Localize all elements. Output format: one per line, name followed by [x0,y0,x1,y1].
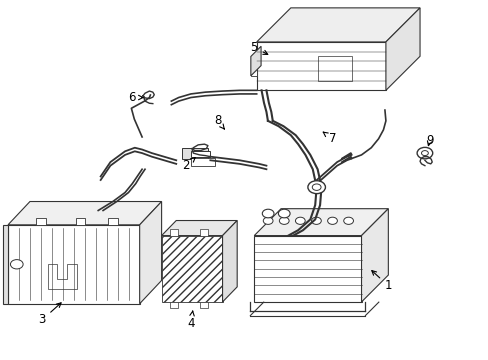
Polygon shape [47,264,77,289]
Circle shape [263,217,272,224]
Text: 6: 6 [128,91,142,104]
Circle shape [312,184,321,190]
Circle shape [416,147,432,159]
Polygon shape [75,218,85,225]
Polygon shape [190,151,210,157]
Text: 3: 3 [39,303,61,327]
Polygon shape [254,209,387,235]
Polygon shape [250,57,256,76]
Circle shape [10,260,23,269]
Polygon shape [169,302,177,309]
Circle shape [262,209,273,218]
Text: 8: 8 [214,114,224,129]
Circle shape [311,217,321,224]
Text: 4: 4 [187,311,194,330]
Polygon shape [254,235,361,302]
Text: 2: 2 [182,158,195,172]
Text: 7: 7 [323,132,335,145]
Polygon shape [200,229,208,235]
Circle shape [295,217,305,224]
Polygon shape [256,8,419,42]
Polygon shape [140,202,161,304]
Polygon shape [385,8,419,90]
Text: 9: 9 [425,134,433,147]
Circle shape [421,150,427,156]
Polygon shape [256,42,385,90]
Circle shape [278,209,289,218]
Polygon shape [36,218,46,225]
Circle shape [327,217,337,224]
Polygon shape [169,229,177,235]
Polygon shape [8,202,161,225]
Circle shape [343,217,353,224]
Polygon shape [222,221,237,302]
Text: 1: 1 [371,271,391,292]
Polygon shape [3,225,8,304]
Polygon shape [161,235,222,302]
Polygon shape [161,221,237,235]
Polygon shape [182,148,207,159]
Polygon shape [108,218,118,225]
Polygon shape [200,302,208,309]
Polygon shape [190,158,215,166]
Circle shape [307,181,325,194]
Circle shape [279,217,288,224]
Polygon shape [361,209,387,302]
Text: 5: 5 [250,41,267,54]
Polygon shape [250,46,261,76]
Polygon shape [317,56,351,81]
Polygon shape [8,225,140,304]
